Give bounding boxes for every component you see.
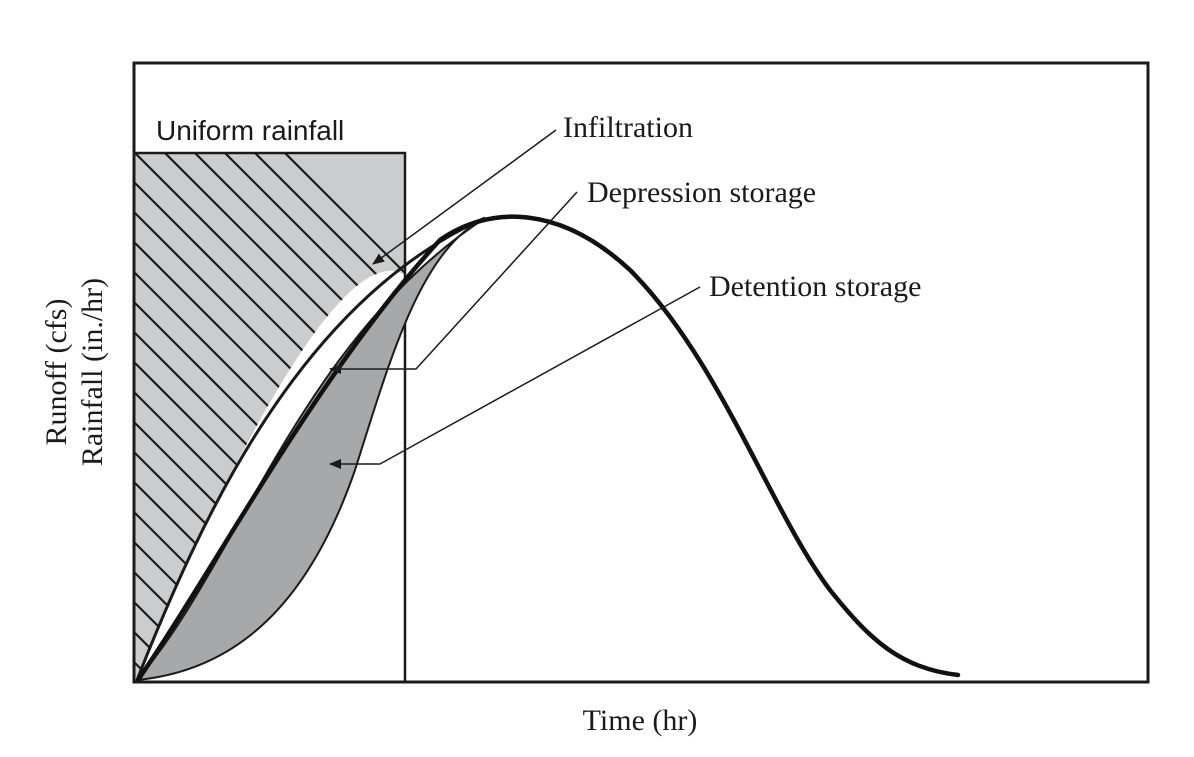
detention-storage-label: Detention storage <box>709 270 921 303</box>
x-axis-title: Time (hr) <box>583 704 698 737</box>
hatch-line <box>135 153 405 680</box>
depression-storage-leader <box>329 191 578 374</box>
infiltration-curve <box>135 216 486 681</box>
rainfall-block-outline <box>135 151 407 682</box>
hatch-line <box>164 153 405 680</box>
infiltration-leader <box>372 129 557 265</box>
y-axis-title: Runoff (cfs) Rainfall (in./hr) <box>40 278 109 466</box>
uniform-rainfall-label: Uniform rainfall <box>156 115 344 146</box>
hatch-line <box>284 153 405 680</box>
infiltration-label: Infiltration <box>563 111 693 144</box>
plot-frame <box>132 61 1150 684</box>
runoff-hydrograph-curve <box>135 214 961 683</box>
hatch-line <box>194 153 405 680</box>
rainfall-fill <box>135 153 405 680</box>
hatch-line <box>135 153 246 680</box>
y-axis-title-runoff: Runoff (cfs) <box>40 299 73 446</box>
rainfall-hatching <box>135 153 405 680</box>
hatch-line <box>224 153 405 680</box>
y-axis-title-rainfall: Rainfall (in./hr) <box>76 278 109 466</box>
hatch-line <box>254 153 405 680</box>
depression-storage-label: Depression storage <box>587 176 816 209</box>
detention-storage-leader <box>329 286 701 469</box>
uniform-rainfall-block <box>135 151 407 682</box>
hatch-line <box>135 153 405 680</box>
